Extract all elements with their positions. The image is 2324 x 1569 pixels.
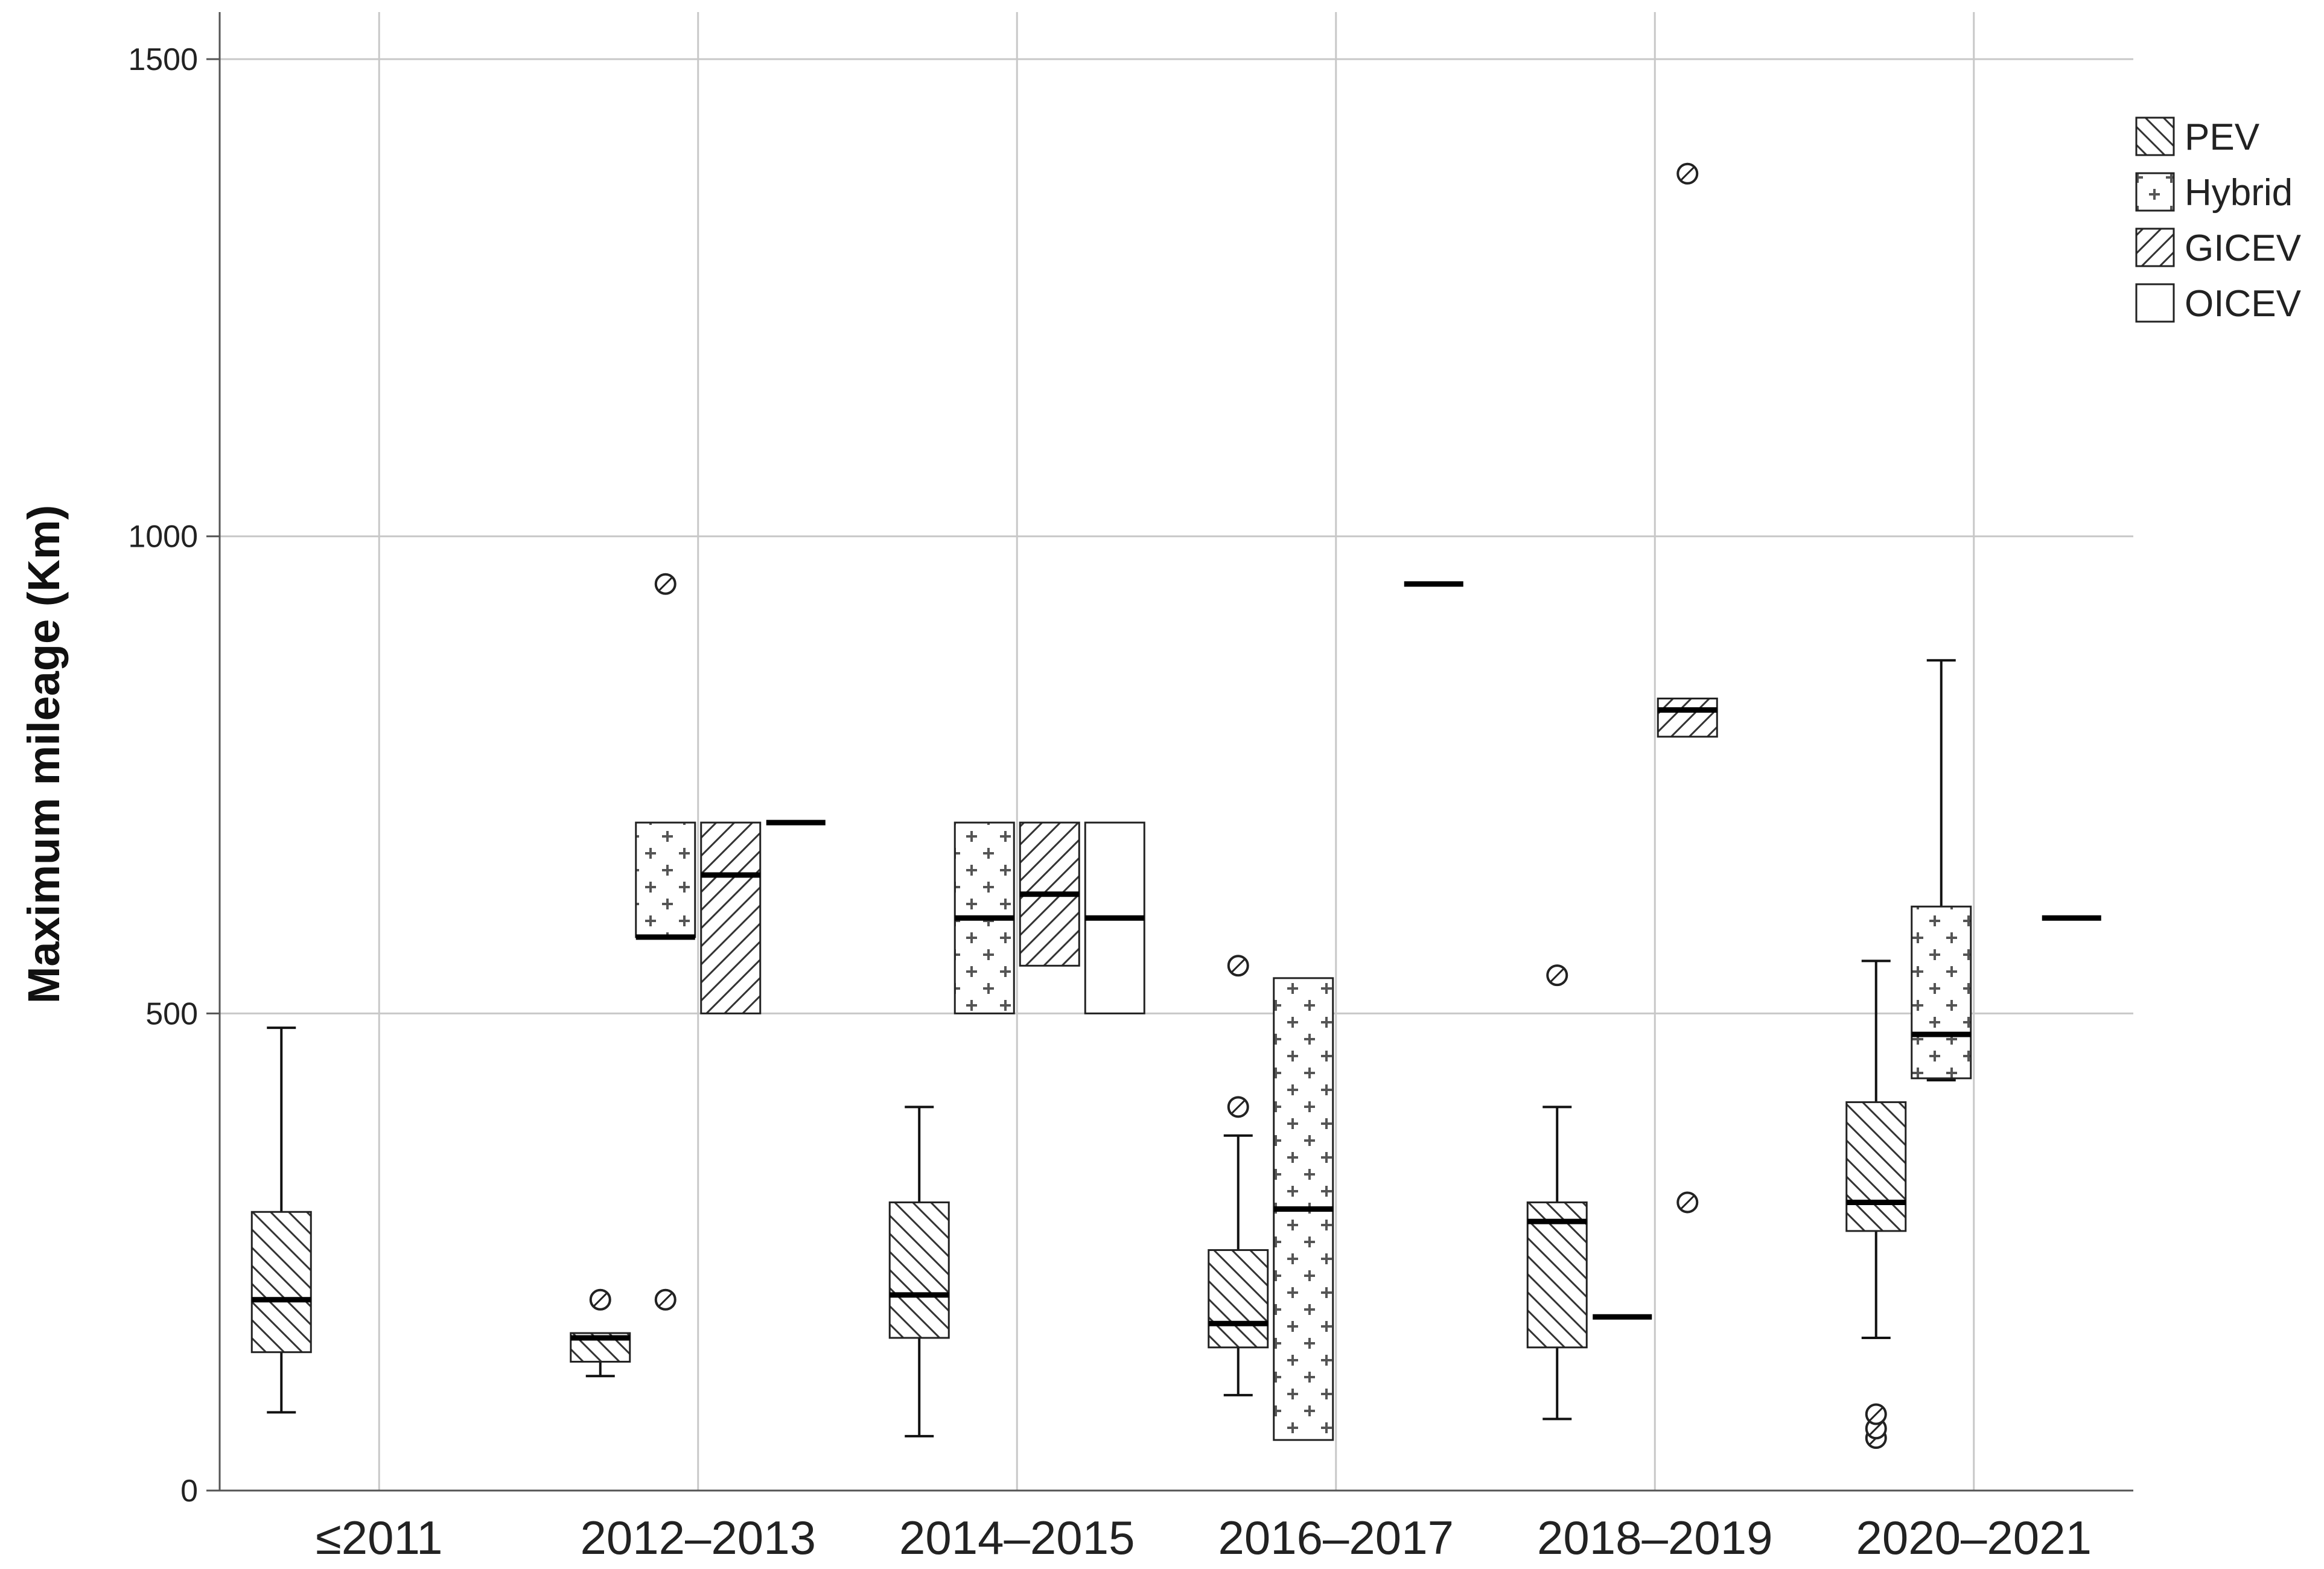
y-tick-label: 1000: [128, 520, 198, 555]
box-body: [1911, 905, 1972, 1080]
box-body: [888, 1201, 950, 1339]
outlier-mark: [1869, 1407, 1883, 1421]
box-pev: [250, 1026, 312, 1414]
grid: [220, 12, 2133, 1491]
box-body: [1845, 1101, 1907, 1232]
legend-label: Hybrid: [2185, 172, 2293, 214]
box-gicev: [700, 821, 762, 1014]
box-hybrid: [953, 821, 1015, 1014]
outlier-mark: [593, 1293, 607, 1306]
legend-item-hybrid: Hybrid: [2135, 172, 2293, 214]
legend-item-pev: PEV: [2135, 116, 2260, 158]
plot-area: [250, 162, 2101, 1450]
legend-item-gicev: GICEV: [2135, 228, 2302, 269]
legend-item-oicev: OICEV: [2135, 283, 2302, 325]
box-hybrid: [1273, 977, 1334, 1441]
legend: PEV Hybrid GICEV OICEV: [2135, 116, 2302, 325]
legend-swatch: [2135, 283, 2175, 323]
x-tick-label: 2016–2017: [1218, 1511, 1454, 1564]
outlier-mark: [1550, 969, 1564, 982]
box-body: [1526, 1201, 1588, 1349]
axes: 0 500 1000 1500 ≤2011 2012–2013 2014–2015 2016–…: [128, 12, 2133, 1564]
y-axis-title: Maximum mileage (Km): [19, 505, 69, 1004]
box-pev: [1526, 964, 1588, 1421]
legend-swatch: [2135, 172, 2175, 212]
box-pev: [1845, 960, 1907, 1450]
y-tick-label: 1500: [128, 42, 198, 77]
outlier-mark: [1869, 1422, 1883, 1436]
box-pev: [888, 1106, 950, 1437]
legend-swatch: [2135, 228, 2175, 267]
box-gicev: [1657, 162, 1718, 1214]
outlier-mark: [1231, 1100, 1245, 1114]
x-tick-label: 2020–2021: [1856, 1511, 2092, 1564]
outlier-mark: [1681, 167, 1695, 180]
box-body: [1208, 1249, 1269, 1349]
box-pev: [1208, 955, 1269, 1396]
outlier-mark: [1681, 1195, 1695, 1209]
y-tick-label: 0: [180, 1474, 198, 1509]
box-oicev: [1084, 821, 1145, 1014]
box-gicev: [1019, 821, 1080, 967]
box-hybrid: [635, 573, 696, 1311]
x-tick-label: 2018–2019: [1537, 1511, 1772, 1564]
box-body: [700, 821, 762, 1014]
legend-label: GICEV: [2185, 228, 2302, 269]
box-pev: [570, 1288, 631, 1378]
box-body: [635, 821, 696, 938]
legend-label: PEV: [2185, 116, 2260, 158]
outlier-mark: [1231, 959, 1245, 973]
outlier-mark: [658, 577, 672, 591]
y-tick-label: 500: [145, 996, 198, 1031]
x-tick-label: 2014–2015: [899, 1511, 1135, 1564]
x-tick-label: 2012–2013: [581, 1511, 816, 1564]
box-body: [1657, 698, 1718, 738]
legend-swatch: [2135, 116, 2175, 156]
outlier-mark: [658, 1293, 672, 1306]
x-tick-label: ≤2011: [316, 1511, 443, 1564]
box-body: [250, 1211, 312, 1354]
box-hybrid: [1911, 659, 1972, 1082]
legend-label: OICEV: [2185, 283, 2302, 325]
